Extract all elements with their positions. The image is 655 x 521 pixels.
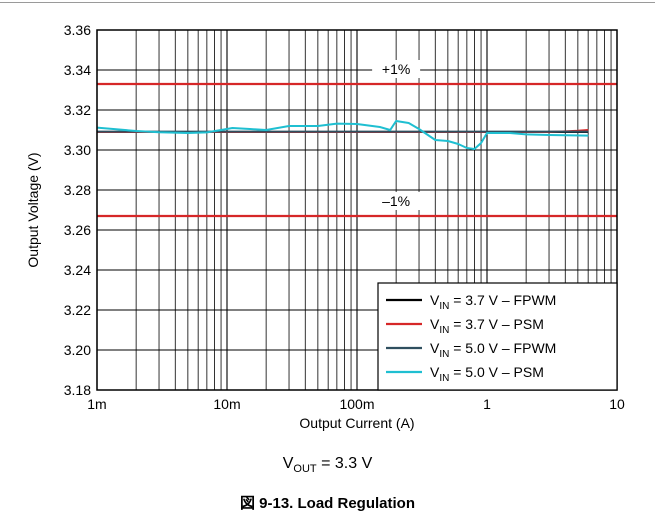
caption-rest: = 3.3 V bbox=[316, 455, 373, 472]
x-axis-label: Output Current (A) bbox=[299, 415, 414, 431]
x-tick-label: 1m bbox=[87, 396, 106, 412]
reference-label-bg bbox=[372, 60, 421, 78]
reference-label: –1% bbox=[382, 193, 410, 209]
legend-entry-label: VIN = 5.0 V – PSM bbox=[430, 364, 544, 384]
y-tick-label: 3.36 bbox=[64, 22, 91, 38]
reference-lines-layer: +1% –1% bbox=[97, 60, 617, 218]
legend-entry-label: VIN = 3.7 V – FPWM bbox=[430, 292, 556, 312]
conditions-caption: VOUT = 3.3 V bbox=[0, 455, 655, 475]
reference-label: +1% bbox=[382, 61, 410, 77]
y-tick-label: 3.32 bbox=[64, 102, 91, 118]
y-tick-label: 3.30 bbox=[64, 142, 91, 158]
legend-entry-label: VIN = 5.0 V – FPWM bbox=[430, 340, 556, 360]
legend: VIN = 3.7 V – FPWM VIN = 3.7 V – PSM VIN =… bbox=[377, 282, 618, 391]
reference-label-bg bbox=[372, 192, 421, 210]
top-rule bbox=[0, 2, 655, 3]
x-tick-label: 100m bbox=[339, 396, 374, 412]
grid-layer bbox=[96, 29, 617, 391]
y-tick-label: 3.26 bbox=[64, 222, 91, 238]
y-tick-label: 3.24 bbox=[64, 262, 91, 278]
series-line bbox=[96, 120, 589, 150]
y-tick-label: 3.22 bbox=[64, 302, 91, 318]
y-axis-label: Output Voltage (V) bbox=[25, 152, 41, 267]
legend-entry-label: VIN = 3.7 V – PSM bbox=[430, 316, 544, 336]
caption-sub: OUT bbox=[293, 463, 317, 476]
caption-main: V bbox=[282, 455, 294, 472]
plot-frame bbox=[96, 29, 618, 391]
y-tick-label: 3.34 bbox=[64, 62, 91, 78]
tick-labels-layer: 1m 10m 100m 1 10 3.18 3.20 3.22 3.24 3.26 3.28 3.30… bbox=[64, 22, 625, 412]
x-tick-label: 1 bbox=[483, 396, 491, 412]
y-tick-label: 3.28 bbox=[64, 182, 91, 198]
x-tick-label: 10 bbox=[609, 396, 625, 412]
y-tick-label: 3.18 bbox=[64, 382, 91, 398]
x-tick-label: 10m bbox=[213, 396, 240, 412]
y-tick-label: 3.20 bbox=[64, 342, 91, 358]
figure-title: 図 9-13. Load Regulation bbox=[239, 495, 416, 512]
series-layer bbox=[96, 120, 589, 150]
load-regulation-chart: +1% –1% 1m 10m 100m 1 10 3.18 3.20 3.22 3.24 3.26 3… bbox=[25, 22, 625, 431]
